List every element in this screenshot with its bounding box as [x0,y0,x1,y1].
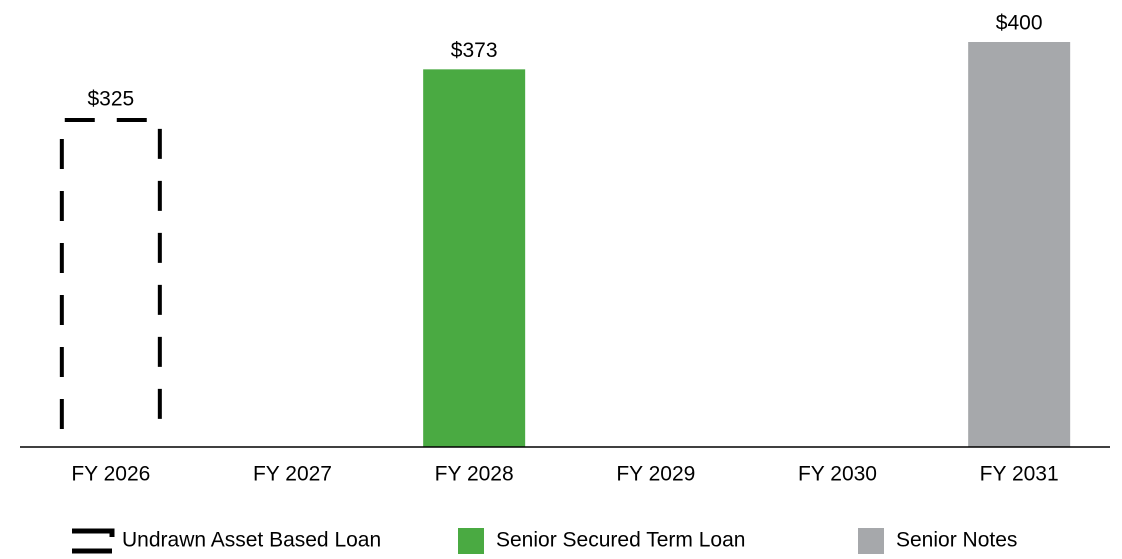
x-tick-label: FY 2029 [616,463,695,486]
x-tick-label: FY 2026 [71,463,150,486]
x-tick-label: FY 2027 [253,463,332,486]
x-tick-label: FY 2031 [980,463,1059,486]
bar [968,42,1071,447]
x-tick-label: FY 2028 [435,463,514,486]
data-label: $325 [87,87,134,110]
bar [59,117,162,429]
legend-swatch [72,528,115,554]
legend-swatch [858,528,884,554]
legend-label: Undrawn Asset Based Loan [122,529,381,552]
data-label: $400 [996,12,1043,35]
legend-label: Senior Secured Term Loan [496,529,745,552]
legend-swatch [458,528,484,554]
data-label: $373 [451,39,498,62]
legend-label: Senior Notes [896,529,1017,552]
x-tick-label: FY 2030 [798,463,877,486]
bar [423,69,526,448]
